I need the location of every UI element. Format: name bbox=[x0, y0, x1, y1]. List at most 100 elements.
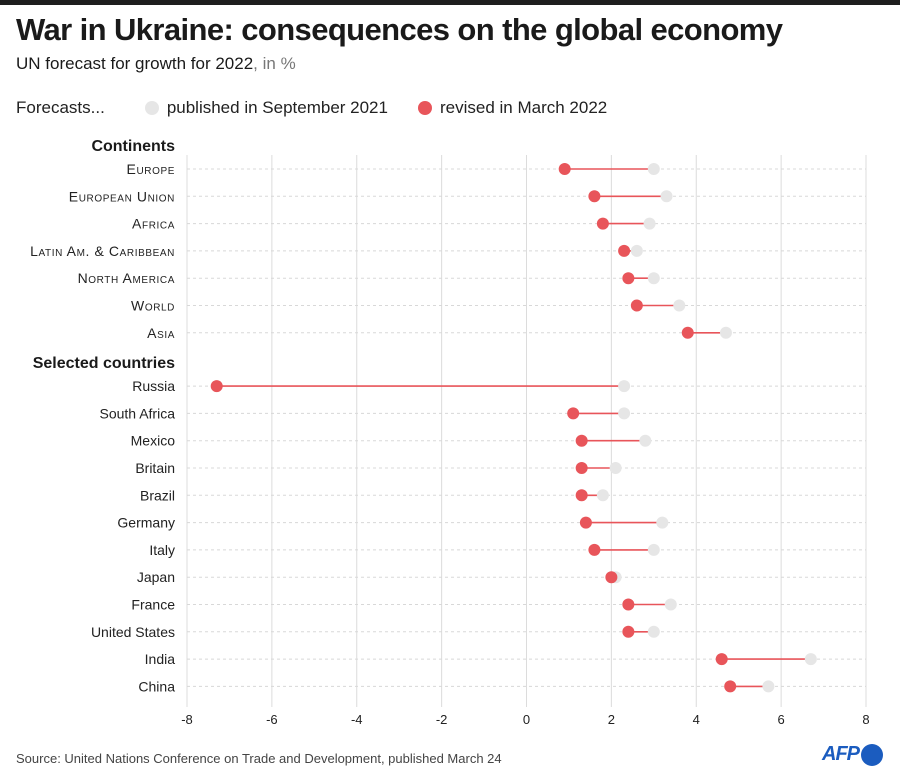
point-sep2021 bbox=[673, 299, 686, 312]
x-tick-label: 8 bbox=[862, 712, 869, 727]
chart-row: Britain bbox=[135, 460, 866, 476]
row-label: France bbox=[131, 597, 175, 613]
row-label: United States bbox=[91, 624, 175, 640]
chart-row: Africa bbox=[132, 216, 866, 232]
point-mar2022 bbox=[210, 380, 223, 393]
legend-swatch-grey-dot-icon bbox=[144, 101, 159, 115]
legend-label-sep2021: published in September 2021 bbox=[166, 98, 388, 117]
point-mar2022 bbox=[605, 571, 618, 584]
legend-swatch-red-dot-icon bbox=[417, 101, 432, 115]
x-tick-label: -4 bbox=[351, 712, 363, 727]
group-label: Selected countries bbox=[33, 355, 175, 372]
chart-row: Brazil bbox=[140, 487, 866, 503]
point-mar2022 bbox=[575, 462, 588, 474]
row-label: Africa bbox=[132, 216, 175, 232]
afp-logo-text: AFP bbox=[822, 743, 860, 765]
x-tick-label: 6 bbox=[778, 712, 785, 727]
point-mar2022 bbox=[588, 543, 601, 556]
point-mar2022 bbox=[715, 653, 728, 666]
chart-subtitle: UN forecast for growth for 2022, in % bbox=[16, 54, 296, 74]
point-mar2022 bbox=[630, 299, 643, 312]
point-sep2021 bbox=[719, 326, 732, 339]
point-mar2022 bbox=[575, 489, 588, 502]
subtitle-unit: , in % bbox=[253, 54, 296, 73]
x-tick-label: 0 bbox=[523, 712, 530, 727]
row-label: Germany bbox=[117, 515, 175, 531]
point-sep2021 bbox=[647, 543, 660, 556]
row-label: China bbox=[138, 678, 175, 694]
row-label: Europe bbox=[127, 161, 176, 177]
x-tick-label: -6 bbox=[266, 712, 278, 727]
chart-row: Russia bbox=[132, 378, 866, 394]
chart-title: War in Ukraine: consequences on the glob… bbox=[16, 12, 783, 47]
chart-row: South Africa bbox=[100, 405, 866, 421]
point-mar2022 bbox=[567, 407, 580, 420]
point-sep2021 bbox=[643, 217, 656, 230]
point-mar2022 bbox=[588, 190, 601, 203]
row-label: India bbox=[145, 651, 176, 667]
point-sep2021 bbox=[647, 625, 660, 638]
chart-row: Mexico bbox=[131, 433, 866, 449]
point-sep2021 bbox=[647, 272, 660, 285]
point-mar2022 bbox=[579, 516, 592, 529]
point-sep2021 bbox=[639, 434, 652, 447]
row-label: Brazil bbox=[140, 487, 175, 503]
legend-item-sep2021: published in September 2021 bbox=[144, 98, 388, 118]
point-mar2022 bbox=[622, 625, 635, 638]
row-label: South Africa bbox=[100, 405, 176, 421]
x-tick-label: 4 bbox=[693, 712, 700, 727]
row-label: North America bbox=[78, 270, 175, 286]
row-label: Asia bbox=[147, 325, 175, 341]
afp-logo: AFP bbox=[822, 743, 883, 766]
row-label: World bbox=[131, 298, 175, 314]
point-sep2021 bbox=[630, 244, 643, 257]
point-sep2021 bbox=[660, 190, 673, 203]
x-tick-label: -2 bbox=[436, 712, 448, 727]
point-sep2021 bbox=[596, 489, 609, 502]
chart-row: Germany bbox=[117, 515, 866, 531]
row-label: Latin Am. & Caribbean bbox=[30, 243, 175, 259]
row-label: Britain bbox=[135, 460, 175, 476]
point-mar2022 bbox=[575, 434, 588, 447]
chart-row: India bbox=[145, 651, 866, 667]
legend-item-mar2022: revised in March 2022 bbox=[417, 98, 608, 118]
chart-row: Japan bbox=[137, 569, 866, 585]
point-mar2022 bbox=[622, 272, 635, 285]
point-sep2021 bbox=[618, 407, 631, 420]
gridlines bbox=[186, 155, 867, 707]
legend-label-mar2022: revised in March 2022 bbox=[439, 98, 608, 117]
legend-lead: Forecasts... bbox=[16, 98, 105, 117]
chart-row: Asia bbox=[147, 325, 866, 341]
x-tick-label: -8 bbox=[181, 712, 193, 727]
point-sep2021 bbox=[609, 462, 622, 474]
point-mar2022 bbox=[596, 217, 609, 230]
subtitle-text: UN forecast for growth for 2022 bbox=[16, 54, 254, 73]
row-label: Italy bbox=[149, 542, 175, 558]
point-mar2022 bbox=[622, 598, 635, 611]
legend: Forecasts... published in September 2021… bbox=[16, 98, 637, 118]
chart-row: Latin Am. & Caribbean bbox=[30, 243, 866, 259]
chart-row: Europe bbox=[127, 161, 866, 177]
chart-row: World bbox=[131, 298, 866, 314]
point-mar2022 bbox=[724, 680, 737, 693]
point-sep2021 bbox=[804, 653, 817, 666]
point-sep2021 bbox=[656, 516, 669, 529]
point-mar2022 bbox=[618, 244, 631, 257]
chart-row: France bbox=[131, 597, 866, 613]
row-label: Mexico bbox=[131, 433, 176, 449]
x-axis-ticks: -8 -6 -4 -2 0 2 4 6 8 bbox=[181, 712, 869, 727]
point-mar2022 bbox=[681, 326, 694, 339]
point-sep2021 bbox=[647, 163, 660, 175]
group-label: Continents bbox=[91, 138, 175, 155]
point-sep2021 bbox=[664, 598, 677, 611]
chart-row: Italy bbox=[149, 542, 866, 558]
chart-row: North America bbox=[78, 270, 866, 286]
point-sep2021 bbox=[618, 380, 631, 393]
top-bar bbox=[0, 0, 900, 5]
row-label: Russia bbox=[132, 378, 175, 394]
point-sep2021 bbox=[762, 680, 775, 693]
chart-rows: Continents Europe European Union Africa Lati… bbox=[30, 138, 866, 694]
chart-row: United States bbox=[91, 624, 866, 640]
chart-row: European Union bbox=[69, 188, 866, 204]
